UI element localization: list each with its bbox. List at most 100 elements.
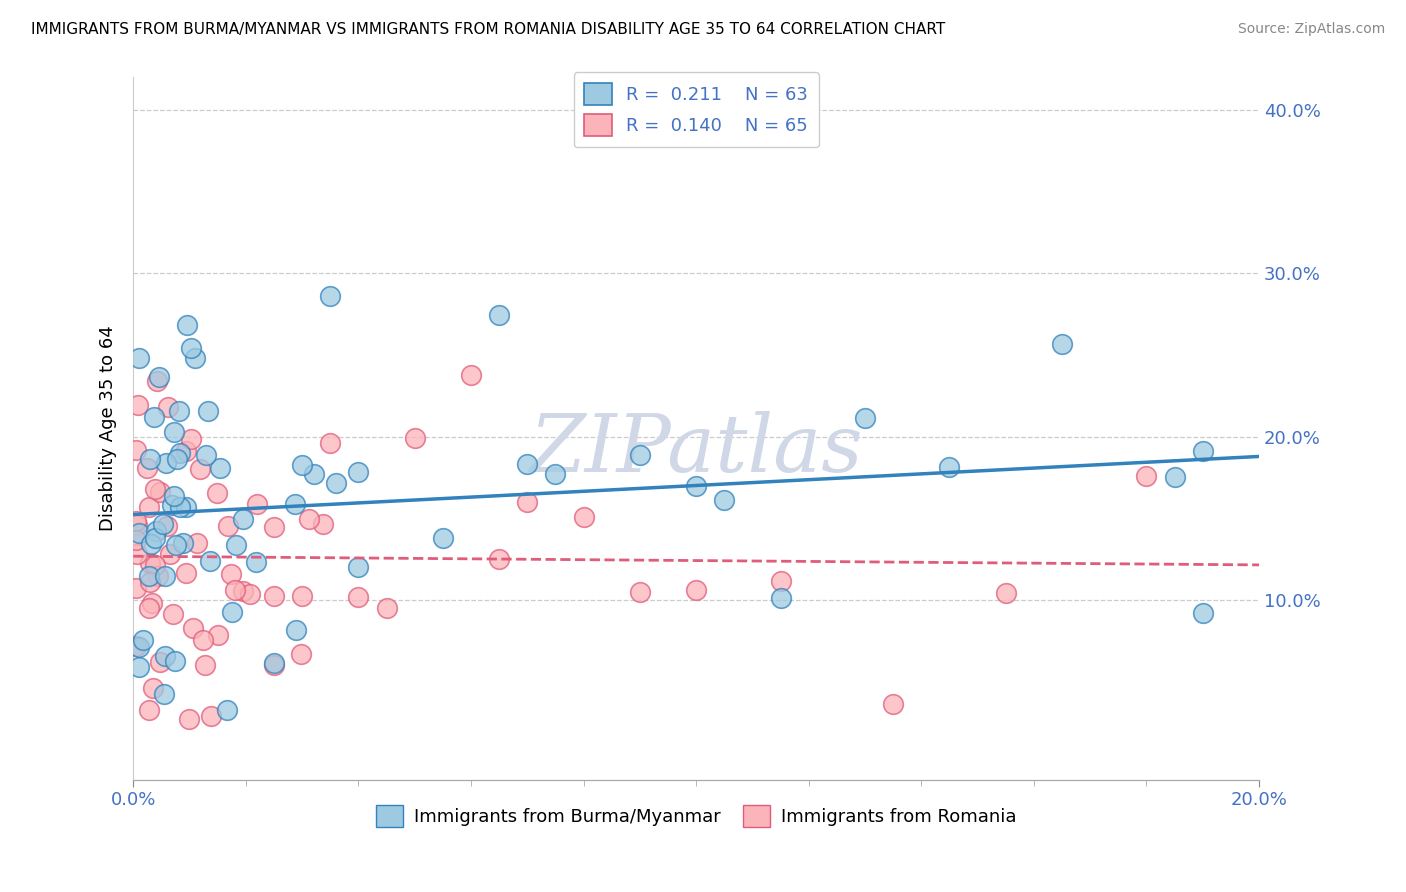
Point [148,569,170,583]
Point [516,457,538,471]
Text: ZIPatlas: ZIPatlas [530,411,863,488]
Point [319,436,342,450]
Point [188,462,211,476]
Point [162,607,184,621]
Point [149,484,172,499]
Point [125,533,148,547]
Point [375,601,398,615]
Point [291,589,314,603]
Point [176,318,198,332]
Point [221,605,243,619]
Point [219,566,242,581]
Point [217,519,239,533]
Point [167,404,190,418]
Point [1050,336,1073,351]
Point [488,552,510,566]
Point [325,476,347,491]
Point [184,351,207,365]
Point [245,555,267,569]
Point [128,660,150,674]
Point [139,556,162,570]
Point [174,566,197,580]
Point [148,370,170,384]
Point [163,654,186,668]
Legend: Immigrants from Burma/Myanmar, Immigrants from Romania: Immigrants from Burma/Myanmar, Immigrant… [368,797,1024,834]
Point [685,582,707,597]
Point [347,590,370,604]
Point [217,703,239,717]
Point [853,411,876,425]
Point [312,516,335,531]
Point [769,591,792,605]
Point [882,697,904,711]
Point [685,479,707,493]
Point [1191,606,1213,620]
Point [180,433,202,447]
Point [225,539,247,553]
Point [169,446,191,460]
Point [1163,470,1185,484]
Point [163,490,186,504]
Point [153,649,176,664]
Point [127,547,149,561]
Point [139,574,162,589]
Point [572,510,595,524]
Point [207,486,229,500]
Point [169,500,191,515]
Point [186,536,208,550]
Point [347,559,370,574]
Point [297,512,319,526]
Point [193,633,215,648]
Point [207,627,229,641]
Point [246,498,269,512]
Point [125,582,148,596]
Point [544,467,567,482]
Point [145,558,167,573]
Point [194,658,217,673]
Point [143,410,166,425]
Point [149,655,172,669]
Point [142,681,165,695]
Point [156,518,179,533]
Point [128,640,150,654]
Point [290,647,312,661]
Point [166,452,188,467]
Point [232,584,254,599]
Point [263,519,285,533]
Point [172,536,194,550]
Point [284,624,307,638]
Point [143,532,166,546]
Point [125,514,148,528]
Text: Source: ZipAtlas.com: Source: ZipAtlas.com [1237,22,1385,37]
Point [319,289,342,303]
Point [174,444,197,458]
Point [156,401,179,415]
Point [239,587,262,601]
Point [938,459,960,474]
Point [153,569,176,583]
Point [209,461,232,475]
Point [138,452,160,467]
Point [179,713,201,727]
Y-axis label: Disability Age 35 to 64: Disability Age 35 to 64 [100,326,117,532]
Point [128,351,150,365]
Point [165,538,187,552]
Point [143,482,166,496]
Point [1191,443,1213,458]
Point [488,308,510,322]
Point [263,589,285,603]
Point [404,431,426,445]
Point [152,517,174,532]
Point [163,425,186,439]
Point [994,586,1017,600]
Point [183,621,205,635]
Point [460,368,482,382]
Point [125,517,148,532]
Point [713,493,735,508]
Point [432,531,454,545]
Text: IMMIGRANTS FROM BURMA/MYANMAR VS IMMIGRANTS FROM ROMANIA DISABILITY AGE 35 TO 64: IMMIGRANTS FROM BURMA/MYANMAR VS IMMIGRA… [31,22,945,37]
Point [302,467,325,481]
Point [153,687,176,701]
Point [232,511,254,525]
Point [516,495,538,509]
